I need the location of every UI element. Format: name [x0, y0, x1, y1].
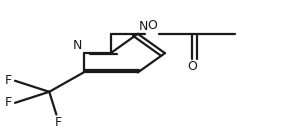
Text: F: F [5, 96, 12, 109]
Text: F: F [5, 74, 12, 87]
Text: O: O [187, 60, 197, 73]
Text: O: O [147, 19, 157, 32]
Text: N: N [73, 39, 82, 52]
Text: F: F [54, 116, 61, 129]
Text: N: N [139, 20, 149, 33]
